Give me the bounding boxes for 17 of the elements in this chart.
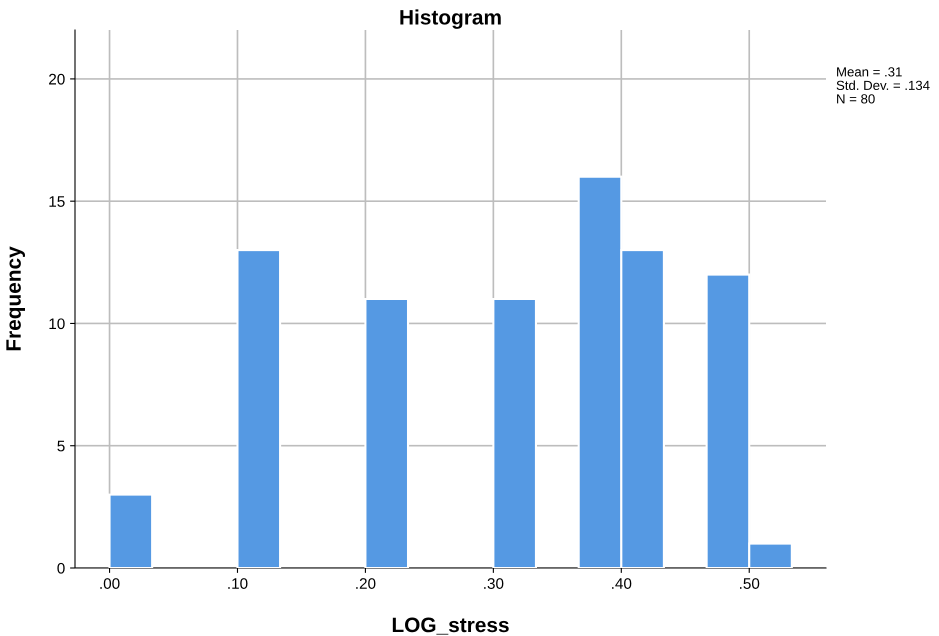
y-axis-title: Frequency	[6, 246, 25, 350]
x-tick-label: .40	[612, 578, 632, 589]
text: Mean = .31	[837, 67, 902, 77]
x-tick-label: .20	[356, 578, 376, 589]
text: Std. Dev. = .134	[836, 80, 930, 90]
y-tick-label: 20	[49, 74, 65, 85]
x-tick-label: .50	[740, 578, 760, 589]
x-tick-label: .10	[228, 578, 248, 589]
y-tick-label: 5	[57, 440, 65, 452]
text: N = 80	[837, 94, 875, 104]
x-tick-label: .00	[100, 578, 120, 589]
y-tick-label: 15	[49, 196, 65, 207]
x-axis-title: LOG_stress	[392, 618, 509, 635]
y-tick-label: 10	[49, 318, 65, 330]
y-tick-label: 0	[57, 562, 65, 574]
x-tick-label: .30	[484, 578, 504, 589]
chart-title: Histogram	[400, 9, 501, 29]
